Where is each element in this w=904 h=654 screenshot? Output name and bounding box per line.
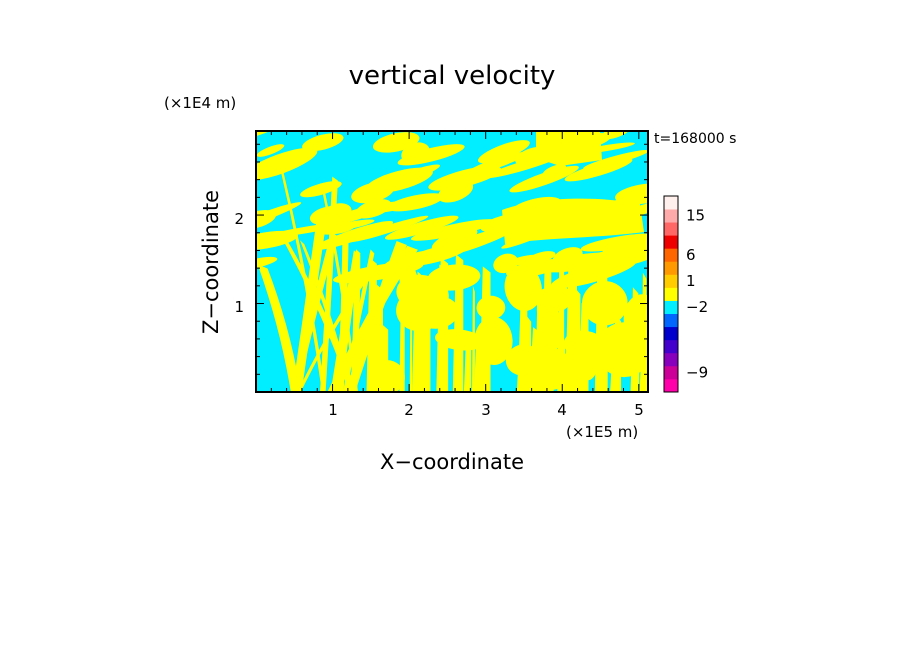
colorbar-bin <box>664 300 678 314</box>
updraft-region <box>563 330 608 360</box>
x-axis-label: X−coordinate <box>380 450 524 474</box>
updraft-region <box>384 215 459 240</box>
updraft-region <box>256 147 318 181</box>
updraft-region <box>502 198 644 244</box>
updraft-region <box>257 264 301 392</box>
plot-area <box>256 131 648 392</box>
x-tick-label: 3 <box>481 401 491 419</box>
positive-velocity-regions <box>256 131 648 392</box>
updraft-region <box>493 253 519 274</box>
updraft-region <box>581 281 628 326</box>
colorbar-bin <box>664 339 678 354</box>
colorbar-bin <box>664 261 678 275</box>
colorbar-bin <box>664 235 678 249</box>
colorbar-frame <box>663 195 679 393</box>
plot-frame <box>255 130 649 393</box>
updraft-region <box>320 176 338 392</box>
colorbar-bin <box>664 222 678 236</box>
updraft-region <box>256 144 285 157</box>
updraft-region <box>365 167 433 194</box>
updraft-region <box>504 264 542 312</box>
colorbar-bin <box>664 365 678 380</box>
time-label: t=168000 s <box>654 131 736 147</box>
colorbar-label: 15 <box>686 207 705 225</box>
updraft-region <box>337 249 361 392</box>
updraft-region <box>536 131 602 166</box>
y-axis-label: Z−coordinate <box>199 190 223 334</box>
updraft-region <box>413 295 459 329</box>
colorbar: 15 6 1 −2 −9 <box>663 195 708 393</box>
updraft-region <box>256 202 302 234</box>
updraft-region <box>476 295 506 320</box>
colorbar-label: 6 <box>686 246 696 264</box>
updraft-region <box>302 133 344 152</box>
updraft-region <box>435 329 484 351</box>
x-tick-label: 5 <box>634 401 644 419</box>
x-tick-label: 1 <box>328 401 338 419</box>
axis-ticks <box>256 131 648 392</box>
updraft-region <box>348 215 429 243</box>
updraft-region <box>432 225 517 258</box>
updraft-region <box>368 359 405 392</box>
updraft-region <box>474 316 513 365</box>
colorbar-bin <box>664 326 678 341</box>
updraft-region <box>387 193 444 212</box>
x-tick-label: 4 <box>557 401 567 419</box>
colorbar-bin <box>664 352 678 367</box>
updraft-region <box>463 346 470 392</box>
updraft-region <box>297 266 375 392</box>
colorbar-bin <box>664 274 678 288</box>
updraft-region <box>399 260 419 308</box>
colorbar-bin <box>664 196 678 210</box>
updraft-region <box>536 288 561 352</box>
colorbar-bin <box>664 248 678 262</box>
updraft-region <box>279 167 326 392</box>
updraft-region <box>505 344 541 376</box>
updraft-region <box>477 140 530 164</box>
updraft-region <box>300 181 342 198</box>
updraft-region <box>256 256 278 270</box>
x-tick-label: 2 <box>404 401 414 419</box>
updraft-region <box>337 238 349 392</box>
y-tick-label: 2 <box>234 210 244 228</box>
updraft-region <box>372 132 420 153</box>
colorbar-label: −2 <box>686 298 708 316</box>
updraft-region <box>354 199 392 219</box>
updraft-region <box>410 219 497 241</box>
updraft-region <box>600 233 648 259</box>
updraft-region <box>437 180 474 203</box>
updraft-region <box>320 182 358 392</box>
chart-title: vertical velocity <box>349 61 556 91</box>
updraft-region <box>397 144 465 166</box>
updraft-region <box>564 158 633 182</box>
colorbar-bin <box>664 313 678 328</box>
colorbar-label: −9 <box>686 363 708 381</box>
updraft-region <box>596 322 648 378</box>
updraft-region <box>509 165 579 193</box>
updraft-region <box>615 183 648 205</box>
y-unit-label: (×1E4 m) <box>164 94 236 112</box>
updraft-region <box>300 240 352 392</box>
y-tick-label: 1 <box>234 298 244 316</box>
updraft-region <box>466 152 527 175</box>
updraft-region <box>281 237 356 392</box>
colorbar-bin <box>664 287 678 301</box>
colorbar-bin <box>664 209 678 223</box>
updraft-region <box>431 227 478 252</box>
updraft-region <box>256 230 298 250</box>
colorbar-bin <box>664 378 678 393</box>
updraft-region <box>291 232 338 392</box>
x-unit-label: (×1E5 m) <box>566 423 638 441</box>
colorbar-label: 1 <box>686 272 696 290</box>
updraft-region <box>292 212 328 392</box>
